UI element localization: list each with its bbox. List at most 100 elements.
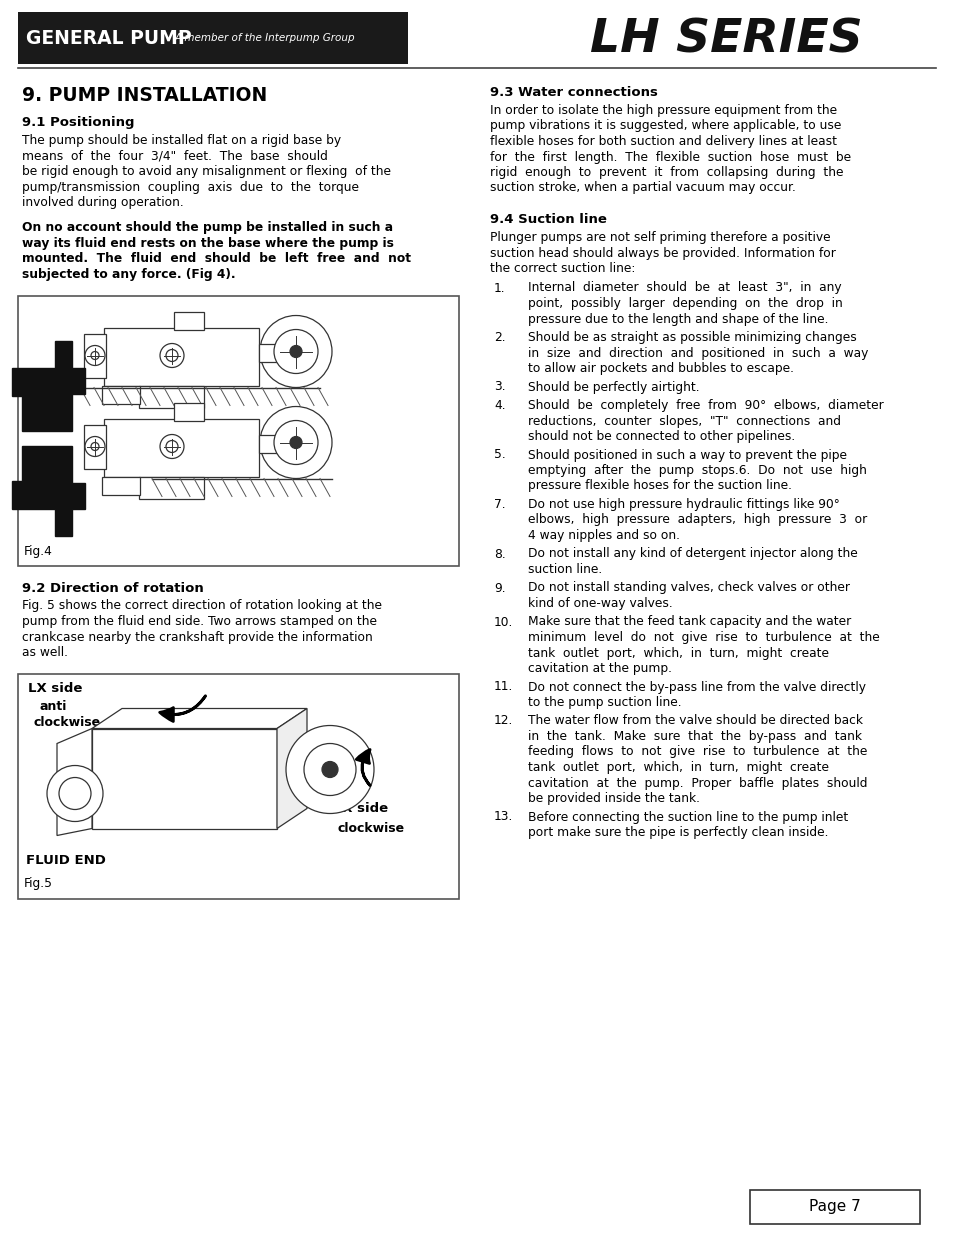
Text: elbows,  high  pressure  adapters,  high  pressure  3  or: elbows, high pressure adapters, high pre… xyxy=(527,514,866,526)
Text: 9.1 Positioning: 9.1 Positioning xyxy=(22,116,134,128)
Text: anti: anti xyxy=(40,699,68,713)
Text: Plunger pumps are not self priming therefore a positive: Plunger pumps are not self priming there… xyxy=(490,231,830,245)
Text: GENERAL PUMP: GENERAL PUMP xyxy=(26,28,192,47)
Text: Should  be  completely  free  from  90°  elbows,  diameter: Should be completely free from 90° elbow… xyxy=(527,399,882,412)
Text: Do not use high pressure hydraulic fittings like 90°: Do not use high pressure hydraulic fitti… xyxy=(527,498,839,511)
Text: 8.: 8. xyxy=(494,547,505,561)
Text: way its fluid end rests on the base where the pump is: way its fluid end rests on the base wher… xyxy=(22,237,394,249)
FancyArrowPatch shape xyxy=(355,750,370,785)
Circle shape xyxy=(47,766,103,821)
Circle shape xyxy=(260,406,332,478)
Text: crankcase nearby the crankshaft provide the information: crankcase nearby the crankshaft provide … xyxy=(22,631,373,643)
Text: Internal  diameter  should  be  at  least  3",  in  any: Internal diameter should be at least 3",… xyxy=(527,282,841,294)
Text: tank  outlet  port,  which,  in  turn,  might  create: tank outlet port, which, in turn, might … xyxy=(527,761,828,774)
Text: point,  possibly  larger  depending  on  the  drop  in: point, possibly larger depending on the … xyxy=(527,296,841,310)
Text: pressure due to the length and shape of the line.: pressure due to the length and shape of … xyxy=(527,312,827,326)
Text: pressure flexible hoses for the suction line.: pressure flexible hoses for the suction … xyxy=(527,479,791,493)
Text: suction head should always be provided. Information for: suction head should always be provided. … xyxy=(490,247,835,259)
Text: RX side: RX side xyxy=(332,802,388,815)
PathPatch shape xyxy=(12,341,85,431)
Bar xyxy=(749,1191,919,1224)
Text: Fig.5: Fig.5 xyxy=(24,877,53,889)
Text: the correct suction line:: the correct suction line: xyxy=(490,262,635,275)
Circle shape xyxy=(290,346,302,357)
Text: tank  outlet  port,  which,  in  turn,  might  create: tank outlet port, which, in turn, might … xyxy=(527,646,828,659)
Bar xyxy=(84,425,106,468)
Text: suction line.: suction line. xyxy=(527,563,601,576)
Text: LH SERIES: LH SERIES xyxy=(589,17,862,63)
Polygon shape xyxy=(91,709,307,729)
Text: Page 7: Page 7 xyxy=(808,1199,860,1214)
Bar xyxy=(104,327,258,385)
Text: LX side: LX side xyxy=(28,682,82,694)
Text: 5.: 5. xyxy=(494,448,505,462)
Bar xyxy=(91,729,276,829)
Bar xyxy=(18,295,458,566)
Text: reductions,  counter  slopes,  "T"  connections  and: reductions, counter slopes, "T" connecti… xyxy=(527,415,841,427)
Text: 4.: 4. xyxy=(494,399,505,412)
Text: The water flow from the valve should be directed back: The water flow from the valve should be … xyxy=(527,715,862,727)
Text: Do not install any kind of detergent injector along the: Do not install any kind of detergent inj… xyxy=(527,547,857,561)
Circle shape xyxy=(274,420,317,464)
Circle shape xyxy=(160,343,184,368)
Bar xyxy=(104,419,258,477)
Text: 4 way nipples and so on.: 4 way nipples and so on. xyxy=(527,529,679,542)
Text: 9.: 9. xyxy=(494,582,505,594)
Text: Should be perfectly airtight.: Should be perfectly airtight. xyxy=(527,380,699,394)
Bar xyxy=(258,343,296,362)
Bar xyxy=(258,435,296,452)
Text: mounted.  The  fluid  end  should  be  left  free  and  not: mounted. The fluid end should be left fr… xyxy=(22,252,411,266)
Text: 1.: 1. xyxy=(494,282,505,294)
Text: Do not connect the by-pass line from the valve directly: Do not connect the by-pass line from the… xyxy=(527,680,865,694)
Bar xyxy=(84,333,106,378)
Text: Do not install standing valves, check valves or other: Do not install standing valves, check va… xyxy=(527,582,849,594)
Text: to the pump suction line.: to the pump suction line. xyxy=(527,697,680,709)
Circle shape xyxy=(160,435,184,458)
Text: 9.2 Direction of rotation: 9.2 Direction of rotation xyxy=(22,582,204,594)
Text: 2.: 2. xyxy=(494,331,505,345)
Circle shape xyxy=(166,441,178,452)
Bar xyxy=(173,403,204,420)
Text: 13.: 13. xyxy=(494,810,513,824)
Text: pump vibrations it is suggested, where applicable, to use: pump vibrations it is suggested, where a… xyxy=(490,120,841,132)
Text: to allow air pockets and bubbles to escape.: to allow air pockets and bubbles to esca… xyxy=(527,362,793,375)
Text: Should be as straight as possible minimizing changes: Should be as straight as possible minimi… xyxy=(527,331,856,345)
Polygon shape xyxy=(276,709,307,829)
Bar xyxy=(18,673,458,899)
Bar xyxy=(102,477,140,494)
Circle shape xyxy=(290,436,302,448)
Bar xyxy=(18,12,408,64)
Circle shape xyxy=(260,315,332,388)
Text: suction stroke, when a partial vacuum may occur.: suction stroke, when a partial vacuum ma… xyxy=(490,182,795,194)
Circle shape xyxy=(91,352,99,359)
Text: Fig.4: Fig.4 xyxy=(24,546,52,558)
Text: A member of the Interpump Group: A member of the Interpump Group xyxy=(174,33,355,43)
Text: 10.: 10. xyxy=(494,615,513,629)
Circle shape xyxy=(322,762,337,778)
Text: rigid  enough  to  prevent  it  from  collapsing  during  the: rigid enough to prevent it from collapsi… xyxy=(490,165,842,179)
Bar xyxy=(102,385,140,404)
Circle shape xyxy=(85,346,105,366)
Text: clockwise: clockwise xyxy=(34,715,101,729)
Text: be rigid enough to avoid any misalignment or flexing  of the: be rigid enough to avoid any misalignmen… xyxy=(22,165,391,178)
Circle shape xyxy=(274,330,317,373)
Circle shape xyxy=(166,350,178,362)
Text: in  size  and  direction  and  positioned  in  such  a  way: in size and direction and positioned in … xyxy=(527,347,867,359)
Text: feeding  flows  to  not  give  rise  to  turbulence  at  the: feeding flows to not give rise to turbul… xyxy=(527,746,866,758)
Text: be provided inside the tank.: be provided inside the tank. xyxy=(527,792,700,805)
Circle shape xyxy=(304,743,355,795)
Bar xyxy=(139,385,204,408)
Text: 9.4 Suction line: 9.4 Suction line xyxy=(490,212,606,226)
Text: Before connecting the suction line to the pump inlet: Before connecting the suction line to th… xyxy=(527,810,847,824)
Text: port make sure the pipe is perfectly clean inside.: port make sure the pipe is perfectly cle… xyxy=(527,826,827,839)
Text: 7.: 7. xyxy=(494,498,505,511)
Text: minimum  level  do  not  give  rise  to  turbulence  at  the: minimum level do not give rise to turbul… xyxy=(527,631,879,643)
Text: in  the  tank.  Make  sure  that  the  by-pass  and  tank: in the tank. Make sure that the by-pass … xyxy=(527,730,862,743)
Text: pump/transmission  coupling  axis  due  to  the  torque: pump/transmission coupling axis due to t… xyxy=(22,180,358,194)
Text: 9.3 Water connections: 9.3 Water connections xyxy=(490,86,658,99)
Text: FLUID END: FLUID END xyxy=(26,855,106,867)
Text: Should positioned in such a way to prevent the pipe: Should positioned in such a way to preve… xyxy=(527,448,846,462)
Text: kind of one-way valves.: kind of one-way valves. xyxy=(527,597,672,610)
Text: The pump should be installed flat on a rigid base by: The pump should be installed flat on a r… xyxy=(22,135,341,147)
Text: 11.: 11. xyxy=(494,680,513,694)
